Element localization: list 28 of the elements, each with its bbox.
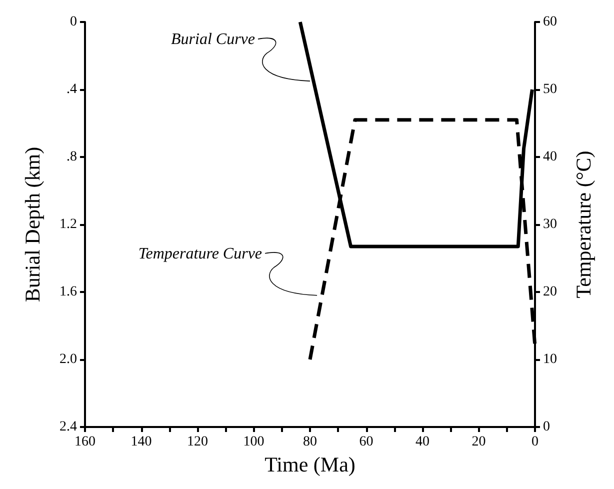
y-axis-title: Burial Depth (km) xyxy=(20,146,44,302)
y-tick-label: 1.2 xyxy=(60,217,77,232)
x-tick-label: 140 xyxy=(130,434,152,450)
y-tick-label: 2.0 xyxy=(60,352,77,367)
x-tick-label: 80 xyxy=(303,434,317,450)
y-tick-label: .8 xyxy=(66,150,77,164)
y2-tick-label: 40 xyxy=(543,150,557,164)
x-axis-title: Time (Ma) xyxy=(264,452,356,476)
annotation: Temperature Curve xyxy=(138,245,262,262)
y-tick-label: 1.6 xyxy=(60,284,77,300)
annotation: Burial Curve xyxy=(171,31,255,48)
y2-tick-label: 20 xyxy=(543,284,557,300)
y-tick-label: 0 xyxy=(70,14,77,30)
x-tick-label: 60 xyxy=(359,434,374,450)
y2-tick-label: 30 xyxy=(543,217,557,232)
x-tick-label: 20 xyxy=(472,434,486,450)
x-tick-label: 120 xyxy=(187,434,208,450)
y-tick-label: .4 xyxy=(66,82,77,97)
x-tick-label: 0 xyxy=(532,434,538,450)
y2-tick-label: 10 xyxy=(543,352,557,367)
y2-tick-label: 50 xyxy=(543,82,557,97)
y-tick-label: 2.4 xyxy=(60,420,77,434)
y2-tick-label: 0 xyxy=(543,420,550,434)
y2-tick-label: 60 xyxy=(543,14,557,30)
x-tick-label: 40 xyxy=(416,434,430,450)
x-tick-label: 100 xyxy=(243,434,264,450)
y2-axis-title: Temperature (°C) xyxy=(572,150,596,298)
x-tick-label: 160 xyxy=(74,434,96,450)
